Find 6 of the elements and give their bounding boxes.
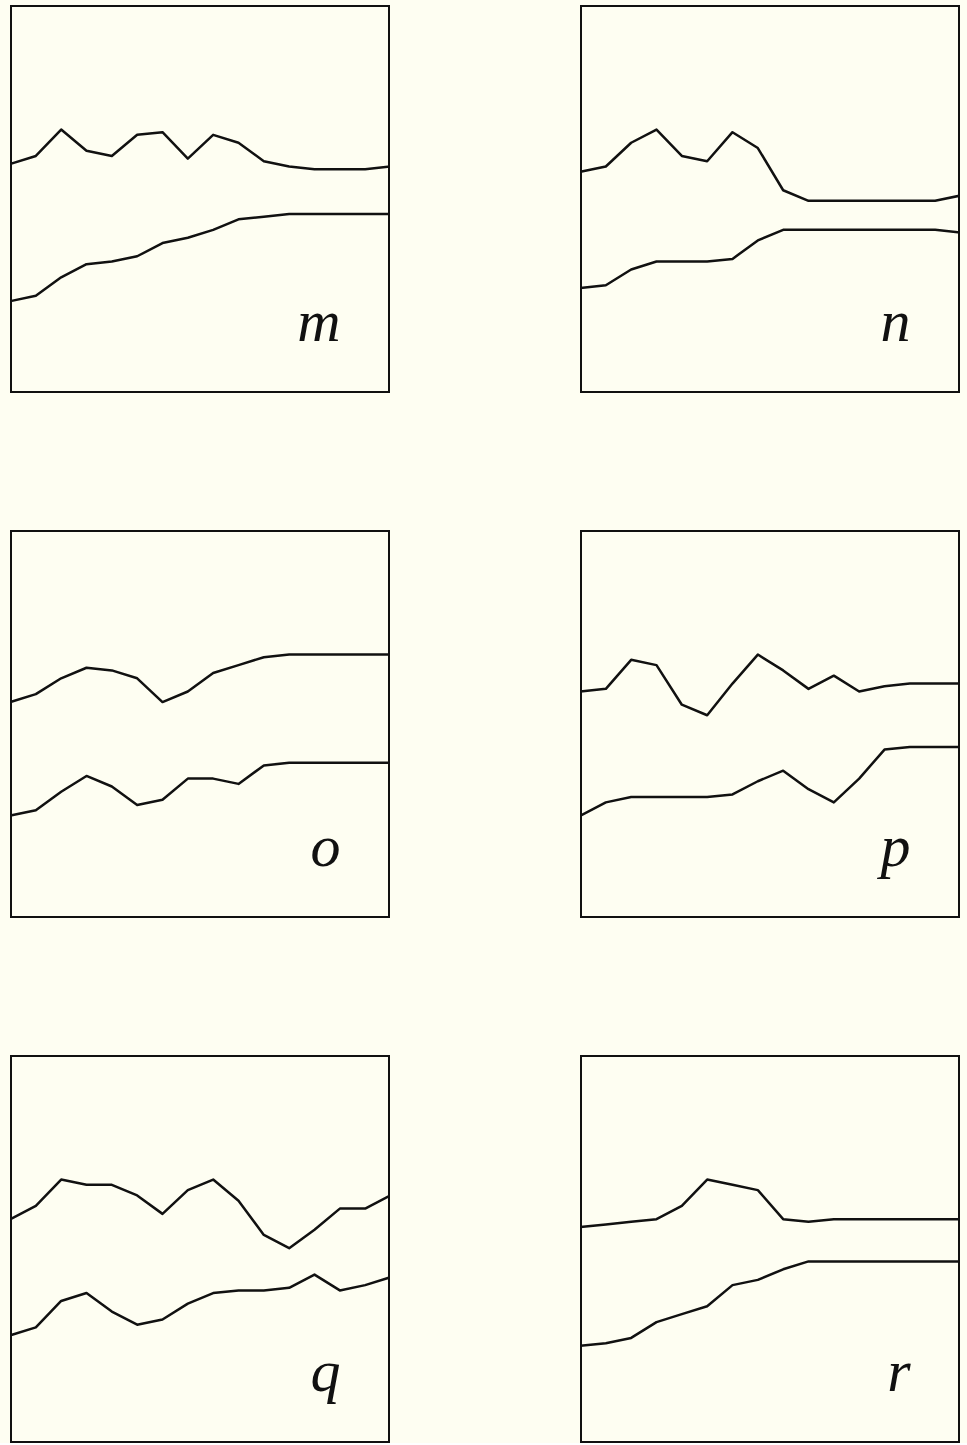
annotation: m xyxy=(297,287,341,354)
annotation: p xyxy=(876,812,911,879)
annotation: r xyxy=(887,1337,912,1404)
annotation: q xyxy=(310,1337,341,1404)
annotation: n xyxy=(880,287,911,354)
annotation: o xyxy=(310,812,341,879)
